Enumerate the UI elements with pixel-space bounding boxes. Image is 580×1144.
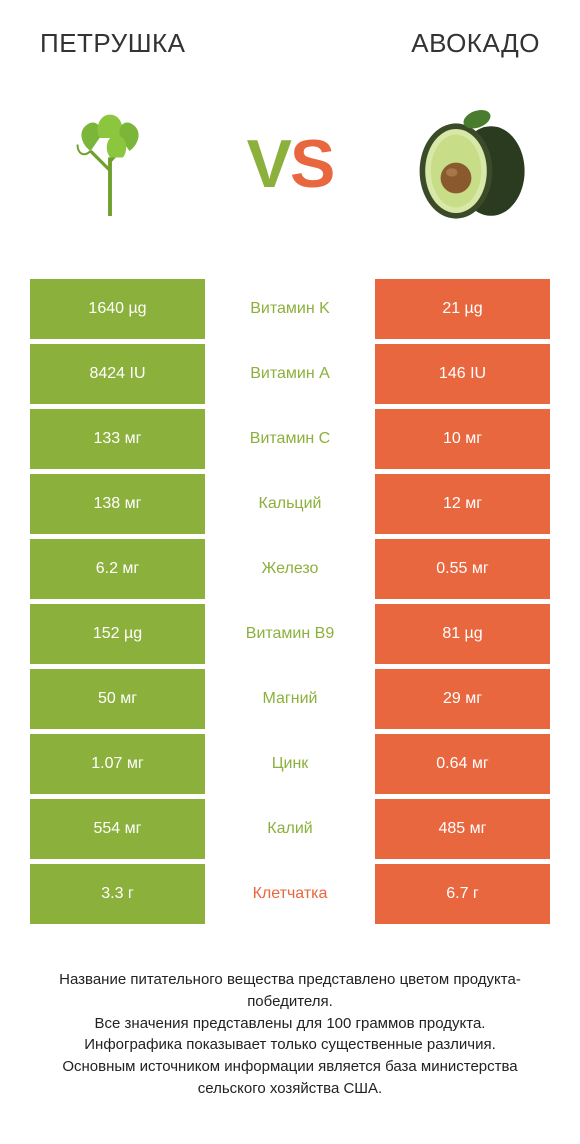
table-row: 6.2 мгЖелезо0.55 мг xyxy=(30,539,550,599)
table-row: 138 мгКальций12 мг xyxy=(30,474,550,534)
comparison-table: 1640 µgВитамин K21 µg8424 IUВитамин A146… xyxy=(0,269,580,924)
right-value: 485 мг xyxy=(375,799,550,859)
right-value: 0.64 мг xyxy=(375,734,550,794)
nutrient-label: Калий xyxy=(205,799,375,859)
right-value: 81 µg xyxy=(375,604,550,664)
table-row: 3.3 гКлетчатка6.7 г xyxy=(30,864,550,924)
nutrient-label: Цинк xyxy=(205,734,375,794)
parsley-icon xyxy=(40,94,180,234)
right-value: 12 мг xyxy=(375,474,550,534)
table-row: 133 мгВитамин C10 мг xyxy=(30,409,550,469)
right-value: 10 мг xyxy=(375,409,550,469)
avocado-icon xyxy=(400,94,540,234)
left-value: 133 мг xyxy=(30,409,205,469)
header-row: ПЕТРУШКА АВОКАДО xyxy=(0,0,580,69)
footer-line-4: Основным источником информации является … xyxy=(30,1056,550,1100)
left-food-title: ПЕТРУШКА xyxy=(40,28,186,59)
table-row: 554 мгКалий485 мг xyxy=(30,799,550,859)
nutrient-label: Кальций xyxy=(205,474,375,534)
left-value: 6.2 мг xyxy=(30,539,205,599)
table-row: 1.07 мгЦинк0.64 мг xyxy=(30,734,550,794)
footer-notes: Название питательного вещества представл… xyxy=(0,929,580,1120)
vs-s-letter: S xyxy=(290,126,333,202)
nutrient-label: Магний xyxy=(205,669,375,729)
left-value: 554 мг xyxy=(30,799,205,859)
right-value: 6.7 г xyxy=(375,864,550,924)
footer-line-1: Название питательного вещества представл… xyxy=(30,969,550,1013)
table-row: 152 µgВитамин B981 µg xyxy=(30,604,550,664)
vs-v-letter: V xyxy=(247,126,290,202)
left-value: 1.07 мг xyxy=(30,734,205,794)
nutrient-label: Витамин A xyxy=(205,344,375,404)
left-value: 138 мг xyxy=(30,474,205,534)
left-value: 8424 IU xyxy=(30,344,205,404)
left-value: 152 µg xyxy=(30,604,205,664)
right-value: 146 IU xyxy=(375,344,550,404)
footer-line-3: Инфографика показывает только существенн… xyxy=(30,1034,550,1056)
nutrient-label: Клетчатка xyxy=(205,864,375,924)
left-value: 3.3 г xyxy=(30,864,205,924)
left-value: 1640 µg xyxy=(30,279,205,339)
left-value: 50 мг xyxy=(30,669,205,729)
table-row: 1640 µgВитамин K21 µg xyxy=(30,279,550,339)
vs-label: VS xyxy=(247,125,334,203)
right-value: 29 мг xyxy=(375,669,550,729)
nutrient-label: Витамин B9 xyxy=(205,604,375,664)
right-food-title: АВОКАДО xyxy=(411,28,540,59)
footer-line-2: Все значения представлены для 100 граммо… xyxy=(30,1013,550,1035)
right-value: 21 µg xyxy=(375,279,550,339)
images-row: VS xyxy=(0,69,580,269)
nutrient-label: Железо xyxy=(205,539,375,599)
nutrient-label: Витамин K xyxy=(205,279,375,339)
table-row: 50 мгМагний29 мг xyxy=(30,669,550,729)
right-value: 0.55 мг xyxy=(375,539,550,599)
table-row: 8424 IUВитамин A146 IU xyxy=(30,344,550,404)
nutrient-label: Витамин C xyxy=(205,409,375,469)
